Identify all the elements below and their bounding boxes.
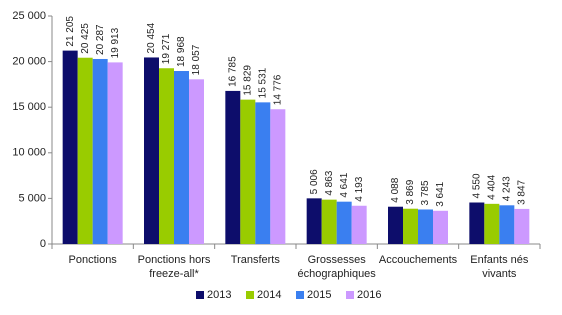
bar xyxy=(225,90,241,244)
value-label: 5 006 xyxy=(309,169,320,194)
value-label: 20 287 xyxy=(95,24,106,55)
value-label: 4 863 xyxy=(324,170,335,195)
bar xyxy=(62,50,78,245)
bar xyxy=(484,203,500,244)
y-tick-label: 15 000 xyxy=(12,101,46,113)
legend-label: 2015 xyxy=(307,289,331,301)
bar xyxy=(174,71,189,244)
value-label: 20 454 xyxy=(146,22,157,53)
value-label: 19 913 xyxy=(110,27,121,58)
value-label: 18 968 xyxy=(176,36,187,67)
bar xyxy=(77,57,93,244)
bar xyxy=(469,202,485,244)
value-label: 14 776 xyxy=(272,74,283,105)
legend-label: 2013 xyxy=(207,289,231,301)
y-tick-label: 0 xyxy=(40,238,46,250)
legend-swatch xyxy=(196,291,204,299)
x-tick-label: Accouchements xyxy=(378,254,458,266)
bar xyxy=(189,79,204,244)
value-label: 20 425 xyxy=(80,23,91,54)
value-label: 4 243 xyxy=(501,176,512,201)
value-label: 16 785 xyxy=(227,56,238,87)
y-tick-label: 20 000 xyxy=(12,56,46,68)
y-tick-label: 5 000 xyxy=(18,192,46,204)
bar xyxy=(240,99,256,244)
bar xyxy=(255,102,271,245)
legend-swatch xyxy=(346,291,354,299)
value-label: 19 271 xyxy=(161,33,172,64)
x-tick-label: Ponctions xyxy=(68,254,117,266)
value-label: 3 641 xyxy=(435,181,446,206)
value-label: 3 869 xyxy=(405,179,416,204)
value-label: 3 847 xyxy=(516,179,527,204)
bar xyxy=(351,205,367,244)
x-tick-label: Transferts xyxy=(230,254,280,266)
legend-label: 2016 xyxy=(357,289,381,301)
x-tick-label: Enfants nés vivants xyxy=(470,254,529,280)
bar xyxy=(270,109,286,244)
value-label: 4 088 xyxy=(390,177,401,202)
bar xyxy=(107,62,123,245)
value-label: 3 785 xyxy=(420,180,431,205)
bar xyxy=(418,209,433,244)
bar xyxy=(388,206,403,244)
bar xyxy=(514,208,530,244)
bar xyxy=(499,205,515,244)
value-label: 21 205 xyxy=(65,16,76,47)
bar xyxy=(321,199,337,244)
value-label: 4 550 xyxy=(471,173,482,198)
bar xyxy=(336,201,352,244)
bar xyxy=(92,58,108,244)
value-label: 18 057 xyxy=(191,44,202,75)
legend-swatch xyxy=(246,291,254,299)
value-label: 15 531 xyxy=(257,67,268,98)
bar xyxy=(403,208,418,244)
value-label: 4 641 xyxy=(339,172,350,197)
y-tick-label: 10 000 xyxy=(12,147,46,159)
bar xyxy=(433,210,448,244)
bar xyxy=(306,198,322,244)
value-label: 4 404 xyxy=(486,174,497,199)
value-label: 4 193 xyxy=(354,176,365,201)
value-label: 15 829 xyxy=(242,65,253,96)
legend-label: 2014 xyxy=(257,289,281,301)
bar xyxy=(144,57,159,244)
bar xyxy=(159,68,174,245)
x-tick-label: Ponctions hors freeze-all* xyxy=(137,254,211,280)
y-tick-label: 25 000 xyxy=(12,10,46,22)
x-tick-label: Grossesses échographiques xyxy=(297,254,376,280)
legend-swatch xyxy=(296,291,304,299)
